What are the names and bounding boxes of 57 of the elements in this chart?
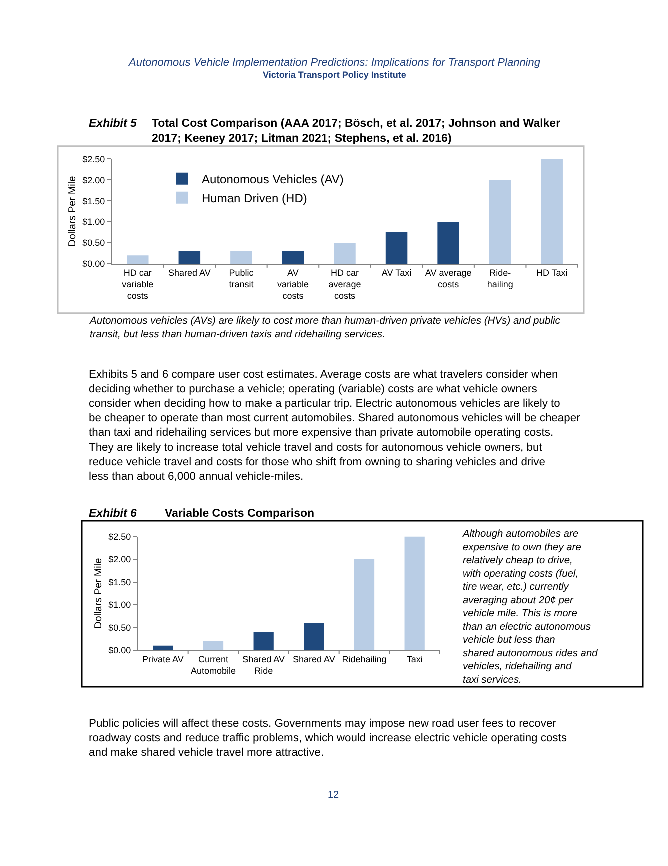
bar (541, 159, 563, 264)
text: Exhibits 5 and 6 compare user cost estimates. Average costs are what travelers consider when deciding whether to purchase a vehicle; operating (variable) costs are what vehicle owners consider when deciding how to make a particular trip. Electric autonomous vehicles are likely to be cheaper to operate than most current automobiles. Shared autonomous vehicles will be cheaper than taxi and ridehailing services but more expensive than private automobile operating costs. They are likely to increase total vehicle travel and costs for autonomous vehicle owners, but reduce vehicle travel and costs for those who shift from owning to sharing vehicles and drive less than about 6,000 annual vehicle-miles. (89, 369, 581, 483)
x-tick-label: AV average costs (425, 268, 472, 290)
bar (282, 251, 304, 264)
text: Autonomous vehicles (AVs) are likely to cost more than human-driven private vehicles (HVs) and public transit, but less than human-driven taxis and ridehailing services. (89, 316, 562, 340)
bar (404, 536, 425, 650)
bar (386, 232, 408, 264)
x-tick-label: Public transit (229, 268, 254, 290)
y-tick-label: $0.50 (82, 238, 106, 248)
bar (334, 243, 356, 264)
x-tick-label: AV variable costs (277, 268, 309, 302)
y-tick-label: $2.00 (82, 175, 106, 186)
y-tick-label: $1.00 (82, 217, 106, 228)
x-tick-label: Ride-hailing (487, 268, 514, 290)
y-tick-label: $1.50 (108, 577, 132, 588)
bar (438, 222, 460, 264)
y-tick-label: $0.50 (108, 622, 132, 633)
bar (230, 251, 252, 264)
y-tick-label: $0.00 (82, 259, 106, 270)
bar (178, 251, 201, 264)
x-tick-label: HD car variable costs (122, 268, 154, 302)
chart-subtitle: Total Cost Comparison (AAA 2017; Bösch, et al. 2017; Johnson and Walker 2017; Keeney 2017; Litman 2021; Stephens, et al. 2016) (152, 118, 562, 145)
bar (203, 641, 224, 650)
y-tick-label: $2.00 (108, 554, 132, 565)
text: Although automobiles are expensive to own they are relatively cheap to drive, with operating costs (fuel, tire wear, etc.) currently averaging about 20¢ per vehicle mile. This is more than an electric autonomous vehicle but less than shared autonomous rides and vehicles, ridehailing and taxi services. (463, 529, 598, 686)
x-tick-label: Private AV (142, 654, 184, 664)
x-tick-label: Shared AV Ride (242, 654, 286, 676)
y-axis-title: Dollars Per Mile (94, 558, 105, 629)
x-tick-label: Ridehailing (342, 654, 387, 664)
x-tick-label: HD car average costs (328, 268, 362, 302)
y-tick-label: $2.50 (108, 532, 132, 542)
text: Victoria Transport Policy Institute (263, 70, 406, 80)
y-tick-label: $2.50 (82, 154, 106, 164)
x-tick-label: Taxi (406, 654, 423, 664)
bar (254, 632, 274, 650)
x-tick-label: HD Taxi (536, 268, 568, 278)
y-tick-label: $0.00 (108, 646, 132, 656)
bar (153, 646, 174, 650)
legend-label: Autonomous Vehicles (AV) (202, 172, 344, 187)
x-tick-label: Shared AV (168, 268, 211, 278)
y-axis-title: Dollars Per Mile (68, 176, 79, 247)
chart-title: Exhibit 5 (89, 118, 138, 130)
bar (489, 180, 512, 264)
bar (127, 256, 149, 264)
x-tick-label: Shared AV (292, 654, 336, 664)
chart-subtitle: Variable Costs Comparison (165, 508, 315, 520)
bar (354, 560, 375, 650)
x-tick-label: AV Taxi (382, 268, 412, 278)
bar (304, 623, 324, 650)
y-tick-label: $1.00 (108, 600, 132, 610)
text: Autonomous Vehicle Implementation Predictions: Implications for Transport Planning (128, 57, 542, 69)
x-tick-label: Current Automobile (190, 654, 236, 676)
y-tick-label: $1.50 (82, 196, 106, 206)
legend-label: Human Driven (HD) (202, 192, 308, 206)
text: 12 (328, 790, 340, 801)
text: Public policies will affect these costs. Governments may impose new road user fees to recover roadway costs and reduce traffic problems, which would increase electric vehicle operating costs and make shared vehicle travel more attractive. (89, 718, 568, 760)
chart-title: Exhibit 6 (89, 508, 138, 520)
